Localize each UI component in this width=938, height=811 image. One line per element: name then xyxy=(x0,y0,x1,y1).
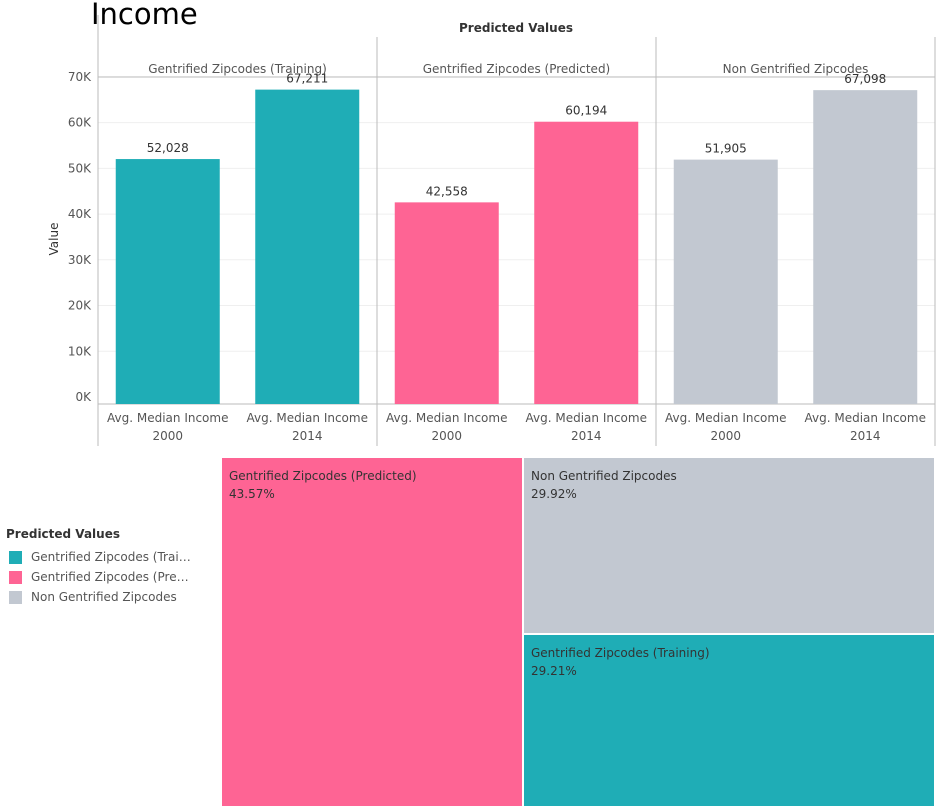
treemap-tile-name: Non Gentrified Zipcodes xyxy=(531,469,677,483)
y-tick-label: 10K xyxy=(68,344,92,358)
legend-swatch-predicted xyxy=(9,570,22,584)
legend-item-training[interactable]: Gentrified Zipcodes (Traini... xyxy=(6,547,211,567)
panel-header: Gentrified Zipcodes (Predicted) xyxy=(423,62,611,76)
legend-label-predicted: Gentrified Zipcodes (Predic... xyxy=(31,570,196,584)
legend-swatch-non-gentrified xyxy=(9,590,22,604)
y-tick-label: 70K xyxy=(68,70,92,84)
bar xyxy=(813,90,918,404)
legend-title: Predicted Values xyxy=(6,527,120,541)
x-tick-label: 2000 xyxy=(710,429,741,443)
x-tick-label: Avg. Median Income xyxy=(107,411,228,425)
x-tick-label: 2000 xyxy=(431,429,462,443)
treemap-tile-percent: 29.92% xyxy=(531,487,577,501)
y-tick-label: 0K xyxy=(75,390,92,404)
treemap-tile-name: Gentrified Zipcodes (Training) xyxy=(531,646,710,660)
bar xyxy=(534,121,639,405)
bar-data-label: 60,194 xyxy=(565,104,607,118)
x-tick-label: 2014 xyxy=(292,429,323,443)
legend-label-non-gentrified: Non Gentrified Zipcodes xyxy=(31,590,177,604)
chart-title: Predicted Values xyxy=(459,21,573,35)
x-tick-label: 2014 xyxy=(850,429,881,443)
x-tick-label: 2000 xyxy=(152,429,183,443)
treemap-tile-predicted[interactable]: Gentrified Zipcodes (Predicted) 43.57% xyxy=(221,457,523,807)
legend-label-training: Gentrified Zipcodes (Traini... xyxy=(31,550,196,564)
page-title: Income xyxy=(91,0,198,31)
x-tick-label: Avg. Median Income xyxy=(386,411,507,425)
treemap-tile-percent: 29.21% xyxy=(531,664,577,678)
x-tick-label: Avg. Median Income xyxy=(247,411,368,425)
legend-swatch-training xyxy=(9,550,22,564)
y-tick-label: 60K xyxy=(68,116,92,130)
panel-header: Gentrified Zipcodes (Training) xyxy=(148,62,327,76)
y-tick-label: 50K xyxy=(68,161,92,175)
bar xyxy=(255,89,360,404)
bar-data-label: 51,905 xyxy=(705,142,747,156)
legend: Predicted Values Gentrified Zipcodes (Tr… xyxy=(6,527,211,607)
treemap-tile-non-gentrified[interactable]: Non Gentrified Zipcodes 29.92% xyxy=(523,457,935,634)
bar-chart: 0K 10K 20K 30K 40K 50K 60K 70K Predicted Values V… xyxy=(47,15,936,446)
legend-item-non-gentrified[interactable]: Non Gentrified Zipcodes xyxy=(6,587,211,607)
x-tick-label: Avg. Median Income xyxy=(665,411,786,425)
bar-data-label: 67,098 xyxy=(844,72,886,86)
bar-data-label: 52,028 xyxy=(147,141,189,155)
y-axis-title: Value xyxy=(47,223,61,256)
x-tick-label: 2014 xyxy=(571,429,602,443)
legend-item-predicted[interactable]: Gentrified Zipcodes (Predic... xyxy=(6,567,211,587)
treemap-tile-training[interactable]: Gentrified Zipcodes (Training) 29.21% xyxy=(523,634,935,807)
treemap-tile-name: Gentrified Zipcodes (Predicted) xyxy=(229,469,417,483)
bar-data-label: 42,558 xyxy=(426,184,468,198)
bar xyxy=(115,159,220,404)
panel-header: Non Gentrified Zipcodes xyxy=(723,62,869,76)
y-tick-label: 30K xyxy=(68,253,92,267)
treemap: Gentrified Zipcodes (Predicted) 43.57% N… xyxy=(221,457,935,807)
y-tick-label: 40K xyxy=(68,207,92,221)
treemap-tile-percent: 43.57% xyxy=(229,487,275,501)
y-tick-label: 20K xyxy=(68,299,92,313)
x-tick-label: Avg. Median Income xyxy=(526,411,647,425)
x-tick-label: Avg. Median Income xyxy=(805,411,926,425)
bar xyxy=(673,159,778,404)
bar-data-label: 67,211 xyxy=(286,72,328,86)
bar xyxy=(394,202,499,404)
